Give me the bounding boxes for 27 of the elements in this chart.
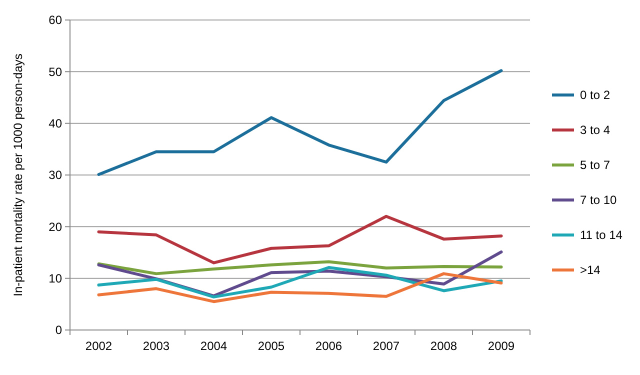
x-tick-label: 2002 [85,339,112,353]
y-tick-label: 40 [48,116,62,131]
y-tick-label: 10 [48,272,62,286]
legend-label: 7 to 10 [580,193,618,208]
legend-label: 11 to 14 [580,228,623,242]
line-series [97,272,503,304]
y-tick-label: 50 [48,64,62,79]
x-tick-label: 2003 [142,339,170,353]
y-tick-label: 60 [48,13,62,28]
x-tick-label: 2008 [430,339,458,353]
line-series [97,266,503,298]
legend-label: 3 to 4 [580,123,610,138]
y-tick-label: 20 [48,220,62,234]
y-tick-label: 0 [55,323,62,338]
legend-label: 5 to 7 [580,158,610,172]
y-axis-title: In-patient mortality rate per 1000 person-days [11,54,25,296]
legend-label: >14 [580,263,601,278]
y-tick-label: 30 [48,168,62,182]
x-tick-label: 2009 [488,339,515,353]
line-series [97,69,503,176]
line-series [97,214,503,264]
legend-label: 0 to 2 [580,88,610,102]
x-tick-label: 2007 [372,339,400,353]
line-series [97,260,503,276]
x-tick-label: 2006 [315,339,342,353]
x-tick-label: 2005 [258,339,285,353]
x-tick-label: 2004 [200,339,228,353]
